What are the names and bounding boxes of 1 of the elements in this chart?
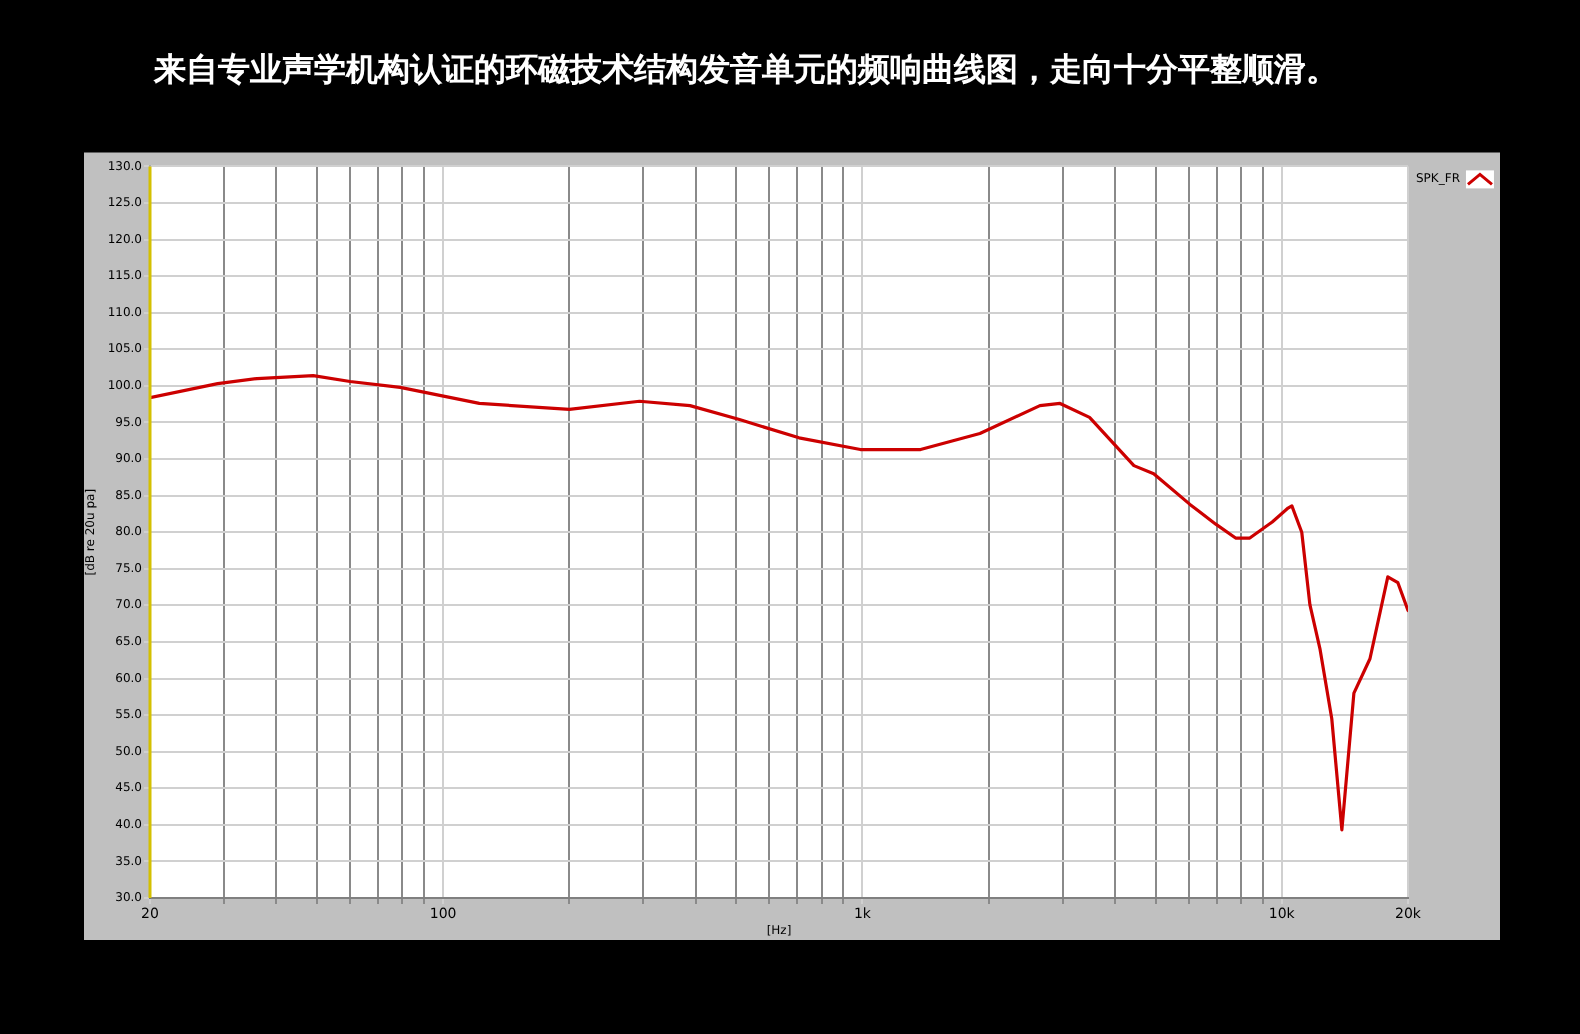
chart-title: 来自专业声学机构认证的环磁技术结构发音单元的频响曲线图，走向十分平整顺滑。 xyxy=(152,49,1338,88)
